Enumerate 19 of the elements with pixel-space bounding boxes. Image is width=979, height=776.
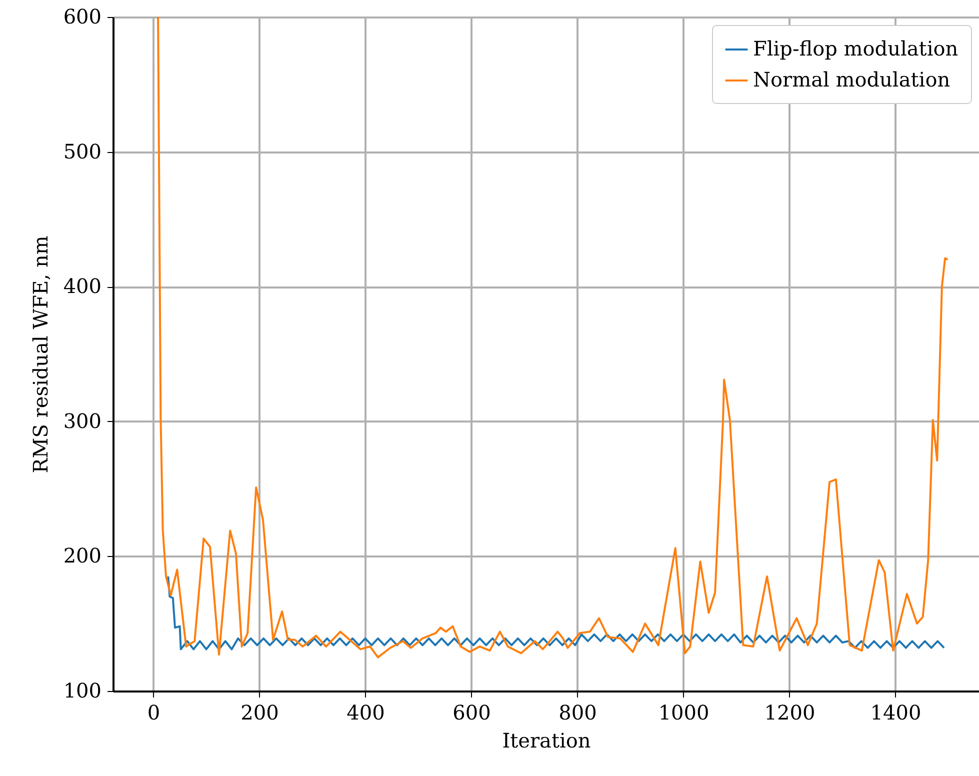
legend-label: Flip-flop modulation (753, 36, 958, 60)
y-tick-label: 200 (63, 544, 102, 568)
x-tick-label: 0 (147, 700, 160, 724)
y-tick-label: 600 (63, 4, 102, 28)
x-tick-label: 800 (558, 700, 597, 724)
x-tick-label: 200 (240, 700, 279, 724)
x-tick-label: 400 (346, 700, 385, 724)
x-axis-title: Iteration (502, 728, 591, 752)
y-tick-label: 100 (63, 678, 102, 702)
y-tick-label: 500 (63, 139, 102, 164)
line-series (167, 575, 946, 650)
y-tick-label: 400 (63, 274, 102, 298)
x-tick-label: 1200 (764, 700, 816, 724)
legend-label: Normal modulation (753, 68, 950, 92)
y-tick-label: 300 (63, 408, 102, 433)
x-tick-label: 1400 (870, 700, 922, 724)
y-axis-title: RMS residual WFE, nm (28, 236, 52, 474)
x-tick-label: 600 (452, 700, 491, 724)
x-tick-label: 1000 (658, 700, 710, 724)
